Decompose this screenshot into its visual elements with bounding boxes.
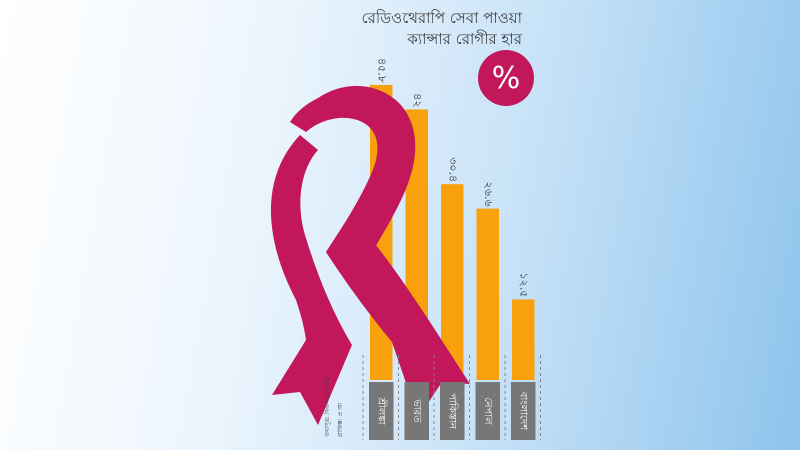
category-label-4: বাংলাদেশ [517, 391, 528, 431]
bar-2 [441, 184, 464, 380]
source-credit: তথ্যসূত্র: বিএসএমএমইউ গ্রাফিক্স: প্র আ [322, 365, 370, 437]
category-box-3 [475, 382, 500, 440]
source-credit-line-1: তথ্যসূত্র: বিএসএমএমইউ [324, 377, 331, 437]
labels-layer: শ্রীলঙ্কা ৪৫.৮ ভারত ৪২ পাকিস্তান ৩০.৪ নেপাল ২৬.… [362, 58, 541, 440]
category-label-0: শ্রীলঙ্কা [375, 396, 388, 425]
category-box-2 [440, 382, 465, 440]
value-label-0: ৪৫.৮ [375, 58, 388, 83]
category-label-1: ভারত [411, 398, 422, 423]
value-label-3: ২৬.৬ [482, 182, 495, 207]
bar-3 [476, 208, 499, 380]
value-label-1: ৪২ [411, 93, 424, 107]
source-credit-line-2: গ্রাফিক্স: প্র আ [337, 402, 344, 437]
percent-badge-icon: % [478, 50, 534, 106]
value-label-2: ৩০.৪ [446, 157, 459, 182]
chart-title: রেডিওথেরাপি সেবা পাওয়া ক্যান্সার রোগীর … [361, 8, 522, 50]
value-label-4: ১২.৫ [517, 273, 530, 298]
category-label-2: পাকিস্তান [446, 393, 458, 430]
chart-title-line-2: ক্যান্সার রোগীর হার [407, 30, 522, 48]
chart-title-line-1: রেডিওথেরাপি সেবা পাওয়া [361, 9, 522, 27]
category-box-4 [511, 382, 536, 440]
category-box-1 [404, 382, 429, 440]
category-box-0 [369, 382, 394, 440]
bar-4 [512, 299, 535, 380]
category-label-3: নেপাল [482, 397, 493, 425]
